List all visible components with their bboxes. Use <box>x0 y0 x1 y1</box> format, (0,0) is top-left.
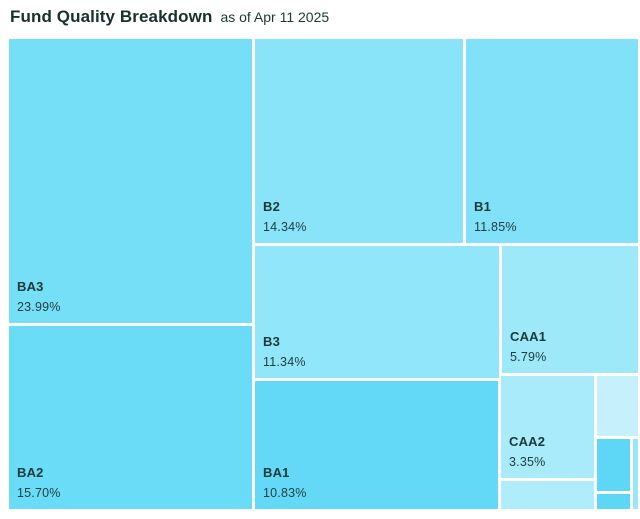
cell-percent-value: 14.34% <box>263 219 307 234</box>
cell-rating-name: B3 <box>263 333 281 349</box>
treemap-cell-small-4[interactable] <box>597 494 630 509</box>
cell-percent-value: 10.83% <box>263 485 307 500</box>
treemap-cell-label: BA1 10.83% <box>263 464 494 500</box>
treemap-cell-small-3[interactable] <box>597 439 630 491</box>
treemap-cell-label: BA2 15.70% <box>17 464 248 500</box>
treemap-cell-caa2[interactable]: CAA2 3.35% <box>501 376 594 478</box>
treemap-cell-label: B1 11.85% <box>474 198 634 234</box>
treemap-cell-small-1[interactable] <box>501 481 594 509</box>
cell-rating-name: B2 <box>263 198 281 214</box>
cell-rating-name: BA2 <box>17 464 44 480</box>
treemap-cell-b3[interactable]: B3 11.34% <box>255 246 499 378</box>
treemap-cell-label: CAA1 5.79% <box>510 328 634 364</box>
treemap-cell-small-5[interactable] <box>633 439 638 509</box>
cell-rating-name: BA3 <box>17 278 44 294</box>
cell-percent-value: 11.85% <box>474 219 517 234</box>
treemap-cell-label: B3 11.34% <box>263 333 495 369</box>
treemap-cell-label: CAA2 3.35% <box>509 433 590 469</box>
chart-as-of-date: as of Apr 11 2025 <box>220 9 330 25</box>
treemap-cell-caa1[interactable]: CAA1 5.79% <box>502 246 638 373</box>
treemap-cell-label: B2 14.34% <box>263 198 459 234</box>
treemap-cell-ba1[interactable]: BA1 10.83% <box>255 381 498 509</box>
treemap-cell-small-2[interactable] <box>597 376 638 436</box>
cell-rating-name: B1 <box>474 198 492 214</box>
cell-percent-value: 5.79% <box>510 349 547 364</box>
cell-rating-name: CAA1 <box>510 328 547 344</box>
cell-percent-value: 11.34% <box>263 354 306 369</box>
treemap-cell-b1[interactable]: B1 11.85% <box>466 39 638 243</box>
chart-title: Fund Quality Breakdown <box>10 7 213 26</box>
treemap-cell-ba3[interactable]: BA3 23.99% <box>9 39 252 323</box>
chart-header: Fund Quality Breakdown as of Apr 11 2025 <box>10 7 632 27</box>
cell-rating-name: BA1 <box>263 464 290 480</box>
cell-percent-value: 3.35% <box>509 454 546 469</box>
treemap-cell-ba2[interactable]: BA2 15.70% <box>9 326 252 509</box>
cell-percent-value: 15.70% <box>17 485 61 500</box>
treemap-cell-label: BA3 23.99% <box>17 278 248 314</box>
treemap-cell-b2[interactable]: B2 14.34% <box>255 39 463 243</box>
cell-percent-value: 23.99% <box>17 299 61 314</box>
cell-rating-name: CAA2 <box>509 433 546 449</box>
